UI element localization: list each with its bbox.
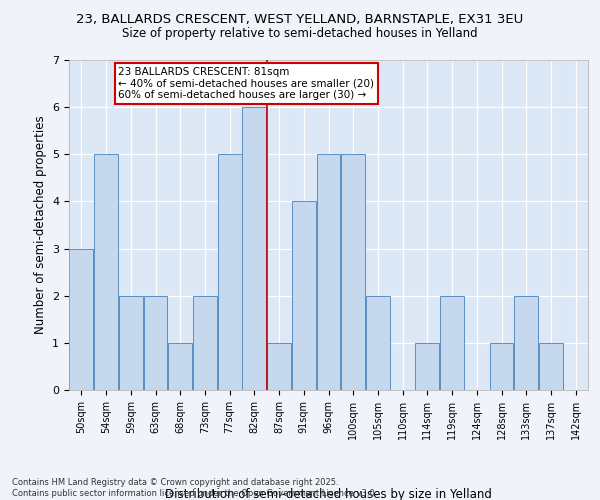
Text: 23, BALLARDS CRESCENT, WEST YELLAND, BARNSTAPLE, EX31 3EU: 23, BALLARDS CRESCENT, WEST YELLAND, BAR… [76, 12, 524, 26]
Bar [317, 154, 340, 390]
Bar [415, 343, 439, 390]
Bar [514, 296, 538, 390]
Bar [292, 202, 316, 390]
Bar [94, 154, 118, 390]
Y-axis label: Number of semi-detached properties: Number of semi-detached properties [34, 116, 47, 334]
Bar [193, 296, 217, 390]
X-axis label: Distribution of semi-detached houses by size in Yelland: Distribution of semi-detached houses by … [165, 488, 492, 500]
Text: Contains HM Land Registry data © Crown copyright and database right 2025.
Contai: Contains HM Land Registry data © Crown c… [12, 478, 377, 498]
Bar [119, 296, 143, 390]
Bar [366, 296, 390, 390]
Bar [267, 343, 291, 390]
Text: Size of property relative to semi-detached houses in Yelland: Size of property relative to semi-detach… [122, 28, 478, 40]
Bar [70, 248, 94, 390]
Bar [242, 107, 266, 390]
Bar [143, 296, 167, 390]
Bar [440, 296, 464, 390]
Bar [539, 343, 563, 390]
Bar [218, 154, 242, 390]
Bar [168, 343, 192, 390]
Bar [341, 154, 365, 390]
Text: 23 BALLARDS CRESCENT: 81sqm
← 40% of semi-detached houses are smaller (20)
60% o: 23 BALLARDS CRESCENT: 81sqm ← 40% of sem… [118, 67, 374, 100]
Bar [490, 343, 514, 390]
